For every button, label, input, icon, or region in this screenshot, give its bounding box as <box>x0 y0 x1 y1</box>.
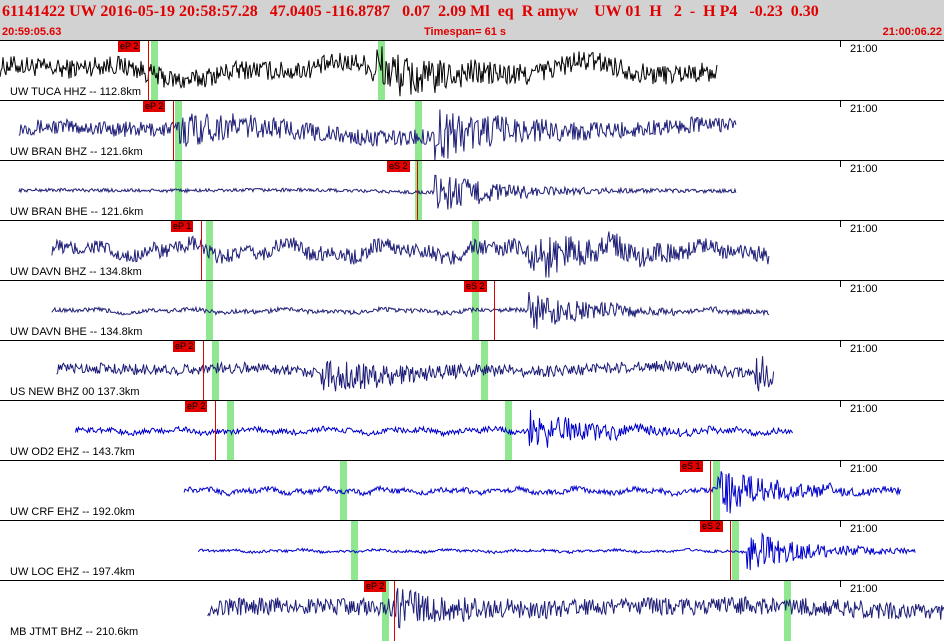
seismogram-trace[interactable]: eP 2 21:00 MB JTMT BHZ -- 210.6km <box>0 580 944 641</box>
theoretical-arrival-marker <box>340 461 347 521</box>
minute-label: 21:00 <box>850 343 878 355</box>
header-bar: 61141422 UW 2016-05-19 20:58:57.28 47.04… <box>0 0 944 40</box>
waveform-line <box>197 531 916 571</box>
waveform-line <box>18 174 737 210</box>
waveform-line <box>51 231 770 278</box>
theoretical-arrival-marker <box>175 161 182 221</box>
channel-label: UW DAVN BHZ -- 134.8km <box>10 266 142 278</box>
phase-pick-label[interactable]: eS 2 <box>700 521 723 532</box>
channel-label: UW TUCA HHZ -- 112.8km <box>10 86 141 98</box>
window-end-time: 21:00:06.22 <box>882 26 942 38</box>
phase-pick-line[interactable] <box>201 221 202 281</box>
waveform <box>197 531 916 571</box>
phase-pick-label[interactable]: eS 1 <box>680 461 703 472</box>
channel-label: UW LOC EHZ -- 197.4km <box>10 566 135 578</box>
waveform <box>51 231 770 278</box>
phase-pick-line[interactable] <box>417 161 418 221</box>
minute-tick <box>840 101 841 107</box>
channel-label: UW BRAN BHZ -- 121.6km <box>10 146 143 158</box>
channel-label: UW DAVN BHE -- 134.8km <box>10 326 143 338</box>
theoretical-arrival-marker <box>175 101 182 161</box>
waveform <box>18 174 737 210</box>
waveform-line <box>75 409 793 448</box>
theoretical-arrival-marker <box>206 281 213 341</box>
waveform-line <box>183 471 902 514</box>
minute-tick <box>840 461 841 467</box>
theoretical-arrival-marker <box>784 581 791 641</box>
seismogram-trace[interactable]: eP 2 21:00 US NEW BHZ 00 137.3km <box>0 340 944 401</box>
phase-pick-line[interactable] <box>215 401 216 461</box>
phase-pick-line[interactable] <box>710 461 711 521</box>
channel-label: US NEW BHZ 00 137.3km <box>10 386 140 398</box>
waveform <box>75 409 793 448</box>
minute-label: 21:00 <box>850 223 878 235</box>
phase-pick-label[interactable]: eP 2 <box>118 41 141 52</box>
seismogram-trace[interactable]: eS 2 21:00 UW DAVN BHE -- 134.8km <box>0 280 944 341</box>
waveform <box>56 356 775 392</box>
waveform-line <box>0 46 718 97</box>
phase-pick-label[interactable]: eP 2 <box>143 101 166 112</box>
phase-pick-line[interactable] <box>148 41 149 101</box>
minute-label: 21:00 <box>850 583 878 595</box>
theoretical-arrival-marker <box>505 401 512 461</box>
minute-label: 21:00 <box>850 43 878 55</box>
waveform <box>0 46 718 97</box>
phase-pick-label[interactable]: eS 2 <box>464 281 487 292</box>
minute-tick <box>840 221 841 227</box>
theoretical-arrival-marker <box>472 221 479 281</box>
waveform-line <box>18 109 737 161</box>
phase-pick-line[interactable] <box>494 281 495 341</box>
waveform-line <box>207 588 944 629</box>
channel-label: UW OD2 EHZ -- 143.7km <box>10 446 135 458</box>
phase-pick-line[interactable] <box>394 581 395 641</box>
waveform-line <box>56 356 775 392</box>
minute-label: 21:00 <box>850 103 878 115</box>
phase-pick-label[interactable]: eP 2 <box>185 401 208 412</box>
phase-pick-label[interactable]: eP 2 <box>173 341 196 352</box>
seismogram-trace[interactable]: eP 2 21:00 UW OD2 EHZ -- 143.7km <box>0 400 944 461</box>
minute-tick <box>840 161 841 167</box>
minute-tick <box>840 401 841 407</box>
seismogram-trace[interactable]: eS 1 21:00 UW CRF EHZ -- 192.0km <box>0 460 944 521</box>
theoretical-arrival-marker <box>415 101 422 161</box>
seismogram-trace[interactable]: eS 2 21:00 UW BRAN BHE -- 121.6km <box>0 160 944 221</box>
minute-label: 21:00 <box>850 403 878 415</box>
theoretical-arrival-marker <box>378 41 385 101</box>
waveform <box>207 588 944 629</box>
window-start-time: 20:59:05.63 <box>2 26 62 38</box>
theoretical-arrival-marker <box>713 461 720 521</box>
seismogram-trace[interactable]: eP 2 21:00 UW BRAN BHZ -- 121.6km <box>0 100 944 161</box>
theoretical-arrival-marker <box>212 341 219 401</box>
minute-tick <box>840 41 841 47</box>
phase-pick-label[interactable]: eP 2 <box>364 581 387 592</box>
minute-tick <box>840 341 841 347</box>
waveform-line <box>51 291 770 330</box>
timespan-label: Timespan= 61 s <box>424 26 507 38</box>
waveform <box>183 471 902 514</box>
minute-tick <box>840 581 841 587</box>
phase-pick-label[interactable]: eP 1 <box>171 221 194 232</box>
minute-label: 21:00 <box>850 163 878 175</box>
minute-tick <box>840 281 841 287</box>
minute-tick <box>840 521 841 527</box>
minute-label: 21:00 <box>850 463 878 475</box>
minute-label: 21:00 <box>850 523 878 535</box>
channel-label: MB JTMT BHZ -- 210.6km <box>10 626 139 638</box>
phase-pick-label[interactable]: eS 2 <box>387 161 410 172</box>
event-summary: 61141422 UW 2016-05-19 20:58:57.28 47.04… <box>2 3 819 20</box>
channel-label: UW CRF EHZ -- 192.0km <box>10 506 135 518</box>
waveform <box>51 291 770 330</box>
seismogram-trace[interactable]: eS 2 21:00 UW LOC EHZ -- 197.4km <box>0 520 944 581</box>
seismogram-trace[interactable]: eP 2 21:00 UW TUCA HHZ -- 112.8km <box>0 40 944 101</box>
phase-pick-line[interactable] <box>203 341 204 401</box>
minute-label: 21:00 <box>850 283 878 295</box>
channel-label: UW BRAN BHE -- 121.6km <box>10 206 144 218</box>
phase-pick-line[interactable] <box>173 101 174 161</box>
seismogram-panels: eP 2 21:00 UW TUCA HHZ -- 112.8km eP 2 21:00… <box>0 40 944 641</box>
seismogram-trace[interactable]: eP 1 21:00 UW DAVN BHZ -- 134.8km <box>0 220 944 281</box>
waveform <box>18 109 737 161</box>
phase-pick-line[interactable] <box>730 521 731 581</box>
